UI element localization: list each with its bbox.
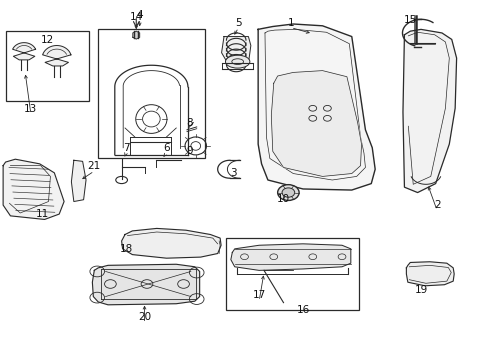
Text: 15: 15 bbox=[403, 15, 416, 26]
Text: 12: 12 bbox=[41, 35, 54, 45]
Polygon shape bbox=[3, 159, 64, 220]
Polygon shape bbox=[230, 244, 350, 270]
Polygon shape bbox=[71, 160, 86, 202]
Polygon shape bbox=[221, 37, 250, 65]
Polygon shape bbox=[402, 30, 456, 193]
Polygon shape bbox=[271, 71, 361, 176]
Polygon shape bbox=[92, 264, 199, 305]
Text: 16: 16 bbox=[296, 305, 309, 315]
Text: 10: 10 bbox=[276, 194, 289, 204]
Polygon shape bbox=[406, 262, 453, 286]
Bar bbox=[225, 238, 358, 310]
Polygon shape bbox=[42, 45, 71, 66]
Ellipse shape bbox=[225, 55, 249, 68]
Polygon shape bbox=[133, 31, 140, 39]
Ellipse shape bbox=[282, 188, 294, 197]
Text: 8: 8 bbox=[186, 118, 192, 128]
Text: 14: 14 bbox=[129, 12, 142, 22]
Text: 5: 5 bbox=[235, 18, 242, 28]
Text: 17: 17 bbox=[252, 291, 265, 301]
Text: 1: 1 bbox=[287, 18, 294, 28]
Polygon shape bbox=[258, 24, 374, 190]
Text: 11: 11 bbox=[36, 209, 49, 219]
Text: 2: 2 bbox=[433, 200, 440, 210]
Polygon shape bbox=[13, 42, 36, 60]
Ellipse shape bbox=[277, 185, 299, 201]
Text: 19: 19 bbox=[413, 285, 427, 296]
Text: 4: 4 bbox=[136, 10, 142, 20]
Polygon shape bbox=[122, 228, 221, 258]
Text: 18: 18 bbox=[120, 244, 133, 254]
Text: 9: 9 bbox=[186, 145, 192, 156]
Text: 6: 6 bbox=[163, 143, 169, 153]
Text: 7: 7 bbox=[122, 143, 129, 153]
Text: 3: 3 bbox=[230, 168, 237, 178]
Bar bbox=[5, 31, 89, 101]
Text: 21: 21 bbox=[87, 161, 101, 171]
Text: 13: 13 bbox=[24, 104, 38, 114]
Bar bbox=[98, 30, 204, 158]
Text: 20: 20 bbox=[138, 312, 151, 322]
